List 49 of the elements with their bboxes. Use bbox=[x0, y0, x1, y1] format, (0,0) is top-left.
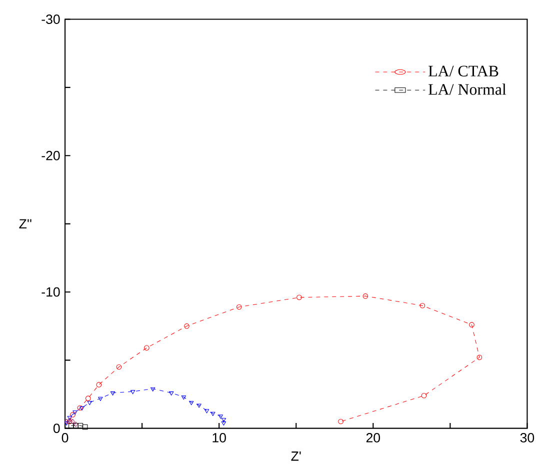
point bbox=[78, 422, 84, 428]
point bbox=[218, 414, 223, 419]
point bbox=[204, 409, 210, 414]
point bbox=[420, 302, 426, 308]
point bbox=[116, 364, 122, 370]
x-tick-label: 30 bbox=[520, 432, 534, 442]
point bbox=[64, 418, 69, 424]
x-tick-label: 20 bbox=[366, 432, 380, 442]
point bbox=[236, 304, 242, 310]
point bbox=[362, 293, 368, 299]
point bbox=[70, 418, 75, 424]
y-axis-title: Z'' bbox=[19, 219, 32, 228]
point bbox=[68, 422, 74, 428]
point bbox=[296, 294, 302, 300]
point bbox=[72, 410, 78, 415]
point bbox=[130, 390, 136, 394]
point bbox=[338, 418, 344, 424]
point bbox=[476, 354, 482, 360]
x-axis-title: Z' bbox=[291, 451, 301, 461]
x-tick-label: 0 bbox=[62, 432, 68, 442]
point bbox=[421, 392, 427, 398]
point bbox=[184, 323, 190, 329]
point bbox=[70, 412, 76, 418]
point bbox=[98, 396, 103, 401]
y-tick-label: -30 bbox=[42, 14, 60, 24]
point bbox=[210, 412, 216, 416]
y-tick-label: -10 bbox=[42, 287, 60, 297]
point bbox=[144, 345, 150, 350]
legend-label: LA/ Normal bbox=[428, 84, 506, 95]
point bbox=[168, 391, 174, 396]
point bbox=[96, 382, 102, 388]
y-tick-label: 0 bbox=[53, 424, 60, 433]
point bbox=[67, 416, 72, 420]
point bbox=[64, 421, 69, 426]
point bbox=[221, 421, 226, 426]
y-tick-label: -20 bbox=[42, 150, 60, 160]
point bbox=[189, 400, 194, 405]
point bbox=[77, 405, 83, 410]
point bbox=[181, 395, 186, 400]
point bbox=[87, 400, 92, 405]
legend-label: LA/ CTAB bbox=[428, 66, 498, 76]
point bbox=[80, 406, 84, 410]
point bbox=[82, 424, 88, 430]
point bbox=[110, 391, 116, 396]
point bbox=[150, 387, 156, 392]
point bbox=[196, 404, 202, 408]
x-tick-label: 10 bbox=[212, 432, 226, 442]
point bbox=[85, 396, 91, 401]
point bbox=[469, 322, 474, 328]
